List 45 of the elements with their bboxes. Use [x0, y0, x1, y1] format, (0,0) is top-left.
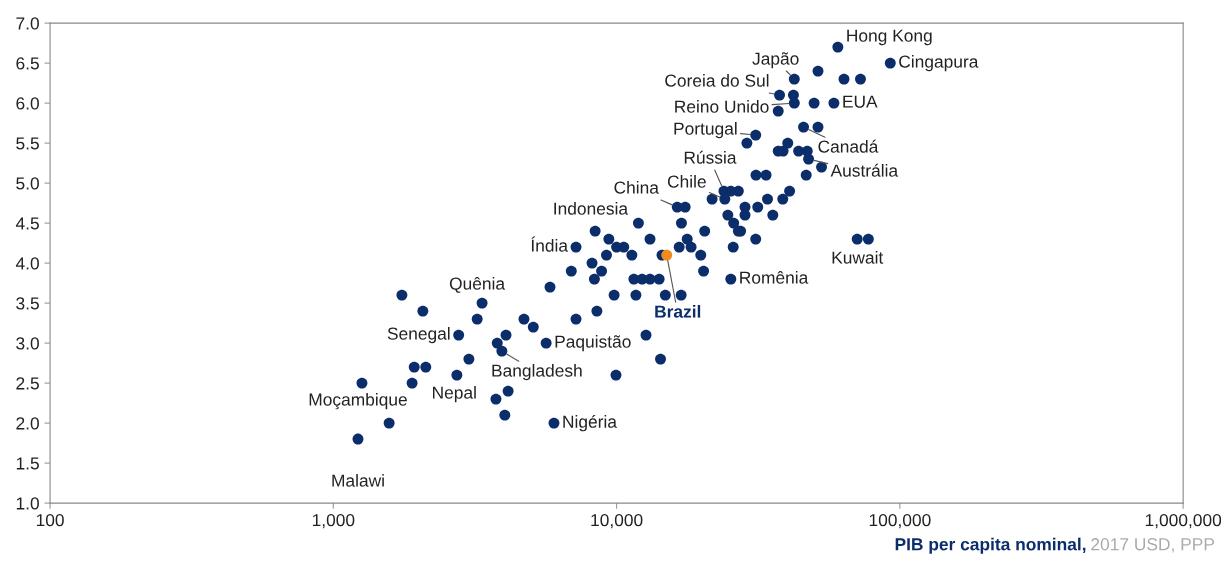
- y-tick-label: 6.5: [16, 57, 39, 70]
- annotation: Portugal: [674, 122, 737, 139]
- y-tick-label: 2.5: [16, 377, 39, 390]
- annotation: Malawi: [332, 474, 384, 487]
- annotation: China: [614, 181, 659, 194]
- annotation: Índia: [531, 236, 569, 252]
- annotation: Canadá: [818, 139, 879, 153]
- y-tick-label: 5.0: [16, 177, 39, 190]
- y-tick-label: 3.0: [16, 337, 39, 350]
- annotation: Coreia do Sul: [665, 74, 769, 87]
- x-tick-label: 100,000: [869, 513, 931, 529]
- annotation: Rússia: [684, 150, 737, 164]
- annotation: Japão: [752, 52, 799, 69]
- annotation: Bangladesh: [492, 364, 582, 381]
- annotation: Austrália: [830, 163, 899, 177]
- text: 2017 USD, PPP: [1091, 538, 1214, 553]
- y-tick-label: 1.5: [16, 457, 39, 470]
- x-tick-label: 1,000: [312, 513, 355, 529]
- annotation: Indonesia: [554, 202, 629, 215]
- annotation: Cingapura: [899, 55, 979, 72]
- annotation: Nigéria: [563, 414, 617, 432]
- annotation: Brazil: [655, 305, 701, 318]
- annotation: EUA: [843, 95, 878, 108]
- annotation: Paquistão: [555, 335, 631, 352]
- y-tick-label: 4.0: [15, 257, 39, 270]
- y-tick-label: 6.0: [16, 97, 39, 110]
- x-axis-title: PIB per capita nominal,: [895, 537, 1086, 554]
- y-tick-label: 4.5: [15, 217, 39, 230]
- y-tick-label: 1.0: [16, 497, 39, 510]
- annotation: Moçambique: [309, 392, 407, 410]
- y-tick-label: 3.5: [16, 297, 39, 310]
- x-tick-label: 100: [36, 513, 64, 527]
- y-tick-label: 2.0: [16, 417, 39, 430]
- annotation: Nepal: [433, 386, 476, 403]
- x-tick-label: 1,000,000: [1145, 513, 1221, 529]
- y-tick-label: 5.5: [16, 137, 39, 150]
- y-tick-label: 7.0: [16, 17, 39, 30]
- annotation: Quênia: [449, 276, 506, 293]
- annotation: Chile: [667, 175, 706, 188]
- annotation: Kuwait: [832, 251, 884, 264]
- annotation: Hong Kong: [847, 29, 932, 46]
- annotation: Romênia: [740, 270, 809, 284]
- annotation: Senegal: [387, 327, 450, 344]
- x-tick-label: 10,000: [591, 513, 643, 529]
- annotation: Reino Unido: [675, 100, 769, 113]
